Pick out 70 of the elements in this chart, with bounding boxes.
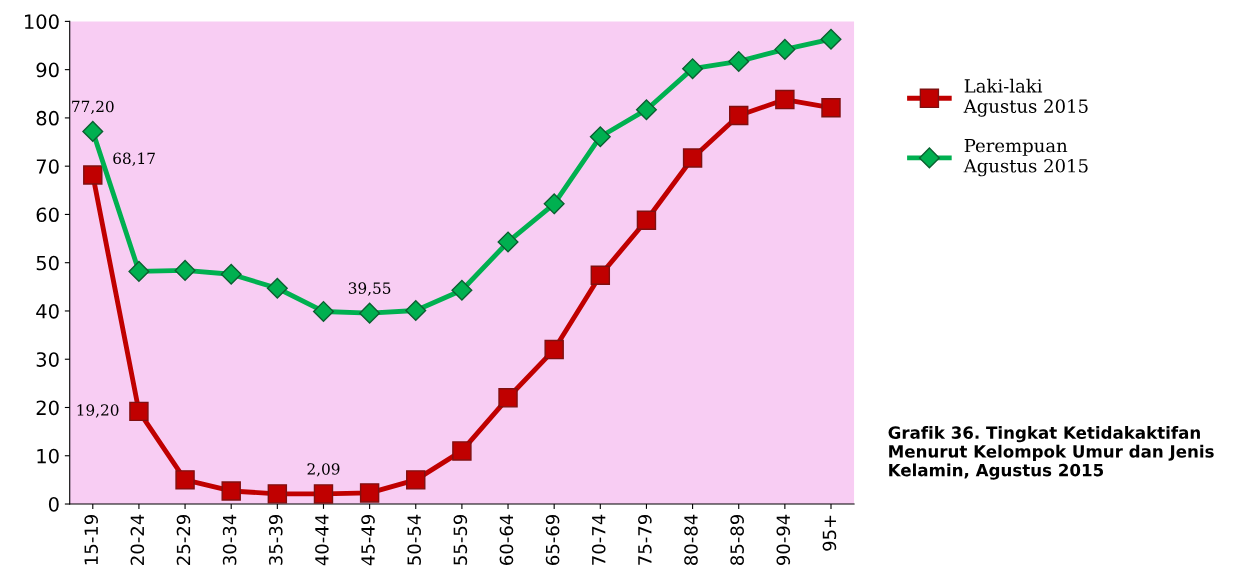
data-label: 39,55	[348, 282, 391, 296]
point	[312, 300, 334, 322]
x-tick-label: 70-74	[591, 514, 606, 565]
x-tick-label: 50-54	[407, 514, 421, 565]
point	[174, 259, 196, 281]
x-tick-label: 35-39	[268, 515, 283, 565]
y-tick-label: 20	[36, 400, 59, 416]
x-tick-label: 80-84	[684, 514, 698, 565]
x-tick-label: 85-89	[730, 515, 744, 565]
y-tick-label: 30	[36, 352, 59, 367]
point	[405, 299, 427, 321]
point	[313, 484, 334, 504]
data-label: 68,17	[113, 152, 155, 166]
point	[129, 401, 149, 422]
point	[82, 120, 104, 142]
data-label: 19,20	[77, 404, 119, 418]
x-tick-label: 90-94	[776, 514, 791, 566]
x-tick-label: 30-34	[222, 514, 237, 565]
x-tick-label: 25-29	[176, 515, 191, 565]
x-tick-label: 95+	[822, 515, 837, 551]
point	[266, 277, 288, 299]
point	[590, 265, 611, 285]
point	[175, 470, 195, 490]
y-tick-label: 10	[37, 448, 59, 464]
x-tick-label: 65-69	[545, 515, 560, 565]
point	[359, 483, 380, 503]
x-tick-label: 40-44	[315, 514, 329, 566]
point	[83, 165, 103, 185]
point	[589, 126, 611, 148]
y-tick-label: 80	[36, 110, 59, 126]
point	[451, 279, 473, 301]
y-tick-label: 100	[25, 14, 59, 30]
legend-label: Perempuan Agustus 2015	[963, 138, 1088, 177]
y-tick-label: 70	[36, 159, 59, 174]
point	[543, 193, 565, 215]
x-tick-label: 60-64	[499, 514, 514, 565]
y-tick-label: 0	[48, 496, 59, 512]
y-tick-label: 50	[36, 255, 59, 271]
point	[220, 263, 242, 285]
text: Grafik 36. Tingkat Ketidakaktifan Menurut Kelompok Umur dan Jenis Kelamin, Agustus 2015	[888, 426, 1214, 480]
y-tick-label: 40	[36, 303, 59, 319]
point	[729, 105, 749, 126]
y-tick-label: 90	[36, 62, 59, 78]
point	[498, 388, 518, 408]
point	[221, 481, 241, 501]
point	[406, 470, 426, 490]
point	[821, 98, 841, 118]
x-tick-label: 45-49	[361, 515, 375, 566]
y-tick-label: 60	[36, 207, 59, 223]
point	[636, 210, 657, 230]
x-tick-label: 75-79	[638, 515, 652, 565]
x-tick-label: 15-19	[84, 515, 99, 565]
point	[774, 38, 796, 60]
legend-label: Laki-laki Agustus 2015	[963, 78, 1088, 117]
point	[635, 99, 657, 121]
x-tick-label: 55-59	[453, 515, 468, 565]
point	[682, 148, 703, 168]
data-label: 77,20	[72, 100, 114, 115]
point	[544, 339, 564, 360]
point	[128, 260, 150, 282]
point	[775, 89, 795, 110]
point	[728, 50, 750, 72]
point	[359, 302, 381, 324]
point	[497, 231, 519, 253]
point	[820, 28, 842, 50]
x-tick-label: 20-24	[130, 514, 145, 565]
data-label: 2,09	[307, 463, 340, 477]
point	[452, 441, 472, 461]
point	[682, 58, 704, 80]
point	[267, 484, 288, 504]
